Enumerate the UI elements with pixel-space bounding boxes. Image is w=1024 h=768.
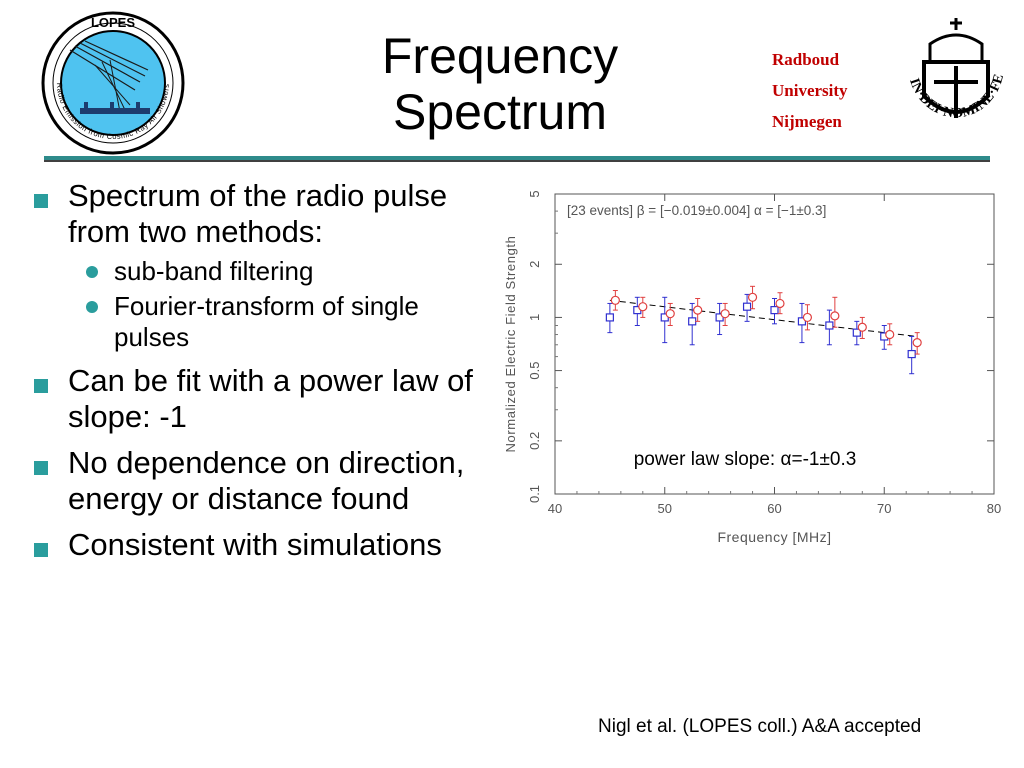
header-rule-shadow <box>44 160 990 162</box>
x-tick-label: 60 <box>767 501 781 516</box>
circle-marker <box>638 302 648 312</box>
sub-bullet-text: Fourier-transform of single pulses <box>114 291 419 352</box>
sub-bullet-text: sub-band filtering <box>114 256 314 286</box>
data-point <box>660 296 669 344</box>
data-point <box>633 296 642 327</box>
sub-bullet-item: sub-band filtering <box>68 256 500 287</box>
chart-caption: power law slope: α=-1±0.3 <box>634 449 857 470</box>
square-marker <box>907 349 916 359</box>
data-point <box>802 304 813 331</box>
data-point <box>775 292 785 315</box>
university-line-2: University <box>772 81 848 100</box>
circle-marker <box>857 322 867 332</box>
circle-marker <box>912 338 922 348</box>
data-point <box>693 297 703 322</box>
data-point <box>825 309 834 346</box>
data-point <box>715 302 724 336</box>
university-seal: IN·DEI·NOMINE·FELICITER <box>900 10 1007 121</box>
chart-annotation: [23 events] β = [−0.019±0.004] α = [−1±0… <box>567 203 826 218</box>
data-point <box>720 302 730 327</box>
bullet-text: No dependence on direction, energy or di… <box>68 445 465 516</box>
data-point <box>857 316 867 339</box>
bullet-item: Spectrum of the radio pulse from two met… <box>30 178 500 353</box>
data-point <box>747 285 758 310</box>
page-title: Frequency Spectrum <box>300 28 700 140</box>
x-tick-label: 70 <box>877 501 891 516</box>
spectrum-chart: 40 50 60 70 80 0.1 0.2 0.5 1 2 5 Frequency [MHz] Nor… <box>503 190 1001 545</box>
bullet-list: Spectrum of the radio pulse from two met… <box>30 178 500 573</box>
square-marker <box>825 321 834 330</box>
square-bullet-icon <box>34 543 48 557</box>
y-tick-label: 5 <box>527 190 542 197</box>
data-point <box>880 325 889 350</box>
x-tick-label: 50 <box>658 501 672 516</box>
lopes-logo: LOPES Radio Emission from Cosmic Ray Air… <box>41 11 185 155</box>
square-bullet-icon <box>34 194 48 208</box>
university-line-1: Radboud <box>772 50 840 69</box>
circle-marker <box>775 298 785 309</box>
round-bullet-icon <box>86 266 98 278</box>
y-axis-label: Normalized Electric Field Strength <box>503 236 518 453</box>
y-tick-label: 0.1 <box>527 485 542 503</box>
x-axis-label: Frequency [MHz] <box>717 529 831 545</box>
bullet-item: Consistent with simulations <box>30 527 500 563</box>
circle-marker <box>720 309 730 319</box>
x-tick-label: 40 <box>548 501 562 516</box>
y-tick-label: 0.5 <box>527 362 542 380</box>
data-point <box>665 302 675 327</box>
header-rule <box>44 156 990 160</box>
bullet-text: Can be fit with a power law of slope: -1 <box>68 363 473 434</box>
university-line-3: Nijmegen <box>772 112 842 131</box>
square-marker <box>770 306 779 315</box>
citation: Nigl et al. (LOPES coll.) A&A accepted <box>598 716 922 737</box>
data-point <box>852 320 861 346</box>
round-bullet-icon <box>86 301 98 313</box>
circle-marker <box>802 312 813 323</box>
data-point <box>797 302 807 344</box>
y-tick-label: 1 <box>527 314 542 321</box>
circle-marker <box>610 295 620 305</box>
title-line-2: Spectrum <box>393 84 607 140</box>
data-point <box>830 296 840 328</box>
square-bullet-icon <box>34 379 48 393</box>
circle-marker <box>665 309 675 319</box>
data-point <box>742 293 752 322</box>
square-marker <box>852 328 861 337</box>
data-point <box>770 297 779 325</box>
circle-marker <box>693 305 703 315</box>
x-tick-label: 80 <box>987 501 1001 516</box>
square-marker <box>688 317 697 326</box>
data-point <box>912 332 922 355</box>
bullet-text: Consistent with simulations <box>68 527 442 562</box>
bullet-item: Can be fit with a power law of slope: -1 <box>30 363 500 435</box>
square-bullet-icon <box>34 461 48 475</box>
data-point <box>610 290 620 311</box>
circle-marker <box>885 329 895 340</box>
data-point <box>605 302 614 334</box>
square-marker <box>742 302 752 311</box>
title-line-1: Frequency <box>381 28 619 84</box>
y-tick-label: 2 <box>527 261 542 268</box>
bullet-text: Spectrum of the radio pulse from two met… <box>68 178 448 249</box>
fit-line <box>609 299 918 337</box>
data-point <box>885 323 895 346</box>
circle-marker <box>747 292 758 302</box>
y-tick-label: 0.2 <box>527 432 542 450</box>
circle-marker <box>830 311 840 321</box>
university-name: Radboud University Nijmegen <box>772 44 848 137</box>
lopes-logo-text: LOPES <box>91 15 135 30</box>
sub-bullet-list: sub-band filtering Fourier-transform of … <box>68 256 500 353</box>
bullet-item: No dependence on direction, energy or di… <box>30 445 500 517</box>
square-marker <box>605 313 614 322</box>
data-point <box>638 296 648 318</box>
sub-bullet-item: Fourier-transform of single pulses <box>68 291 500 353</box>
